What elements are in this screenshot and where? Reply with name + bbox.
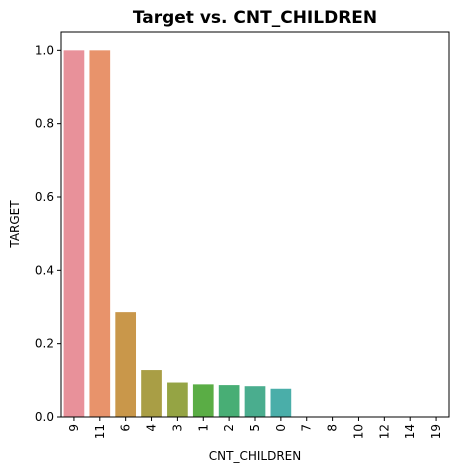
x-tick-label: 1	[196, 424, 210, 432]
y-tick-label: 0.4	[35, 263, 54, 277]
x-axis-ticks: 9 11 6 4 3 1 2 5 0 7 8 10 12 14 19	[67, 417, 443, 439]
x-tick-label: 10	[351, 424, 365, 439]
y-tick-label: 0.6	[35, 190, 54, 204]
x-tick-label: 12	[377, 424, 391, 439]
y-tick-label: 1.0	[35, 43, 54, 57]
x-tick-label: 6	[119, 424, 133, 432]
bar-2	[218, 385, 240, 417]
bar-11	[89, 50, 111, 417]
x-tick-label: 4	[145, 424, 159, 432]
bar-3	[167, 382, 188, 417]
bar-0	[270, 388, 292, 417]
bar-4	[141, 370, 162, 417]
y-tick-label: 0.8	[35, 117, 54, 131]
x-tick-label: 3	[170, 424, 184, 432]
x-tick-label: 14	[403, 424, 417, 439]
y-axis-ticks: 0.0 0.2 0.4 0.6 0.8 1.0	[35, 43, 61, 424]
x-tick-label: 7	[300, 424, 314, 432]
y-tick-label: 0.2	[35, 337, 54, 351]
x-tick-label: 5	[248, 424, 262, 432]
x-tick-label: 11	[93, 424, 107, 439]
y-tick-label: 0.0	[35, 410, 54, 424]
bar-5	[244, 386, 266, 417]
x-tick-label: 8	[326, 424, 340, 432]
bar-6	[115, 312, 137, 417]
x-tick-label: 0	[274, 424, 288, 432]
x-tick-label: 9	[67, 424, 81, 432]
x-tick-label: 19	[429, 424, 443, 439]
y-axis-label: TARGET	[8, 200, 22, 249]
bars	[63, 50, 292, 417]
x-tick-label: 2	[222, 424, 236, 432]
bar-9	[63, 50, 85, 417]
chart-title: Target vs. CNT_CHILDREN	[133, 8, 377, 28]
x-axis-label: CNT_CHILDREN	[209, 449, 301, 463]
bar-1	[192, 384, 214, 417]
plot-frame	[60, 31, 450, 418]
